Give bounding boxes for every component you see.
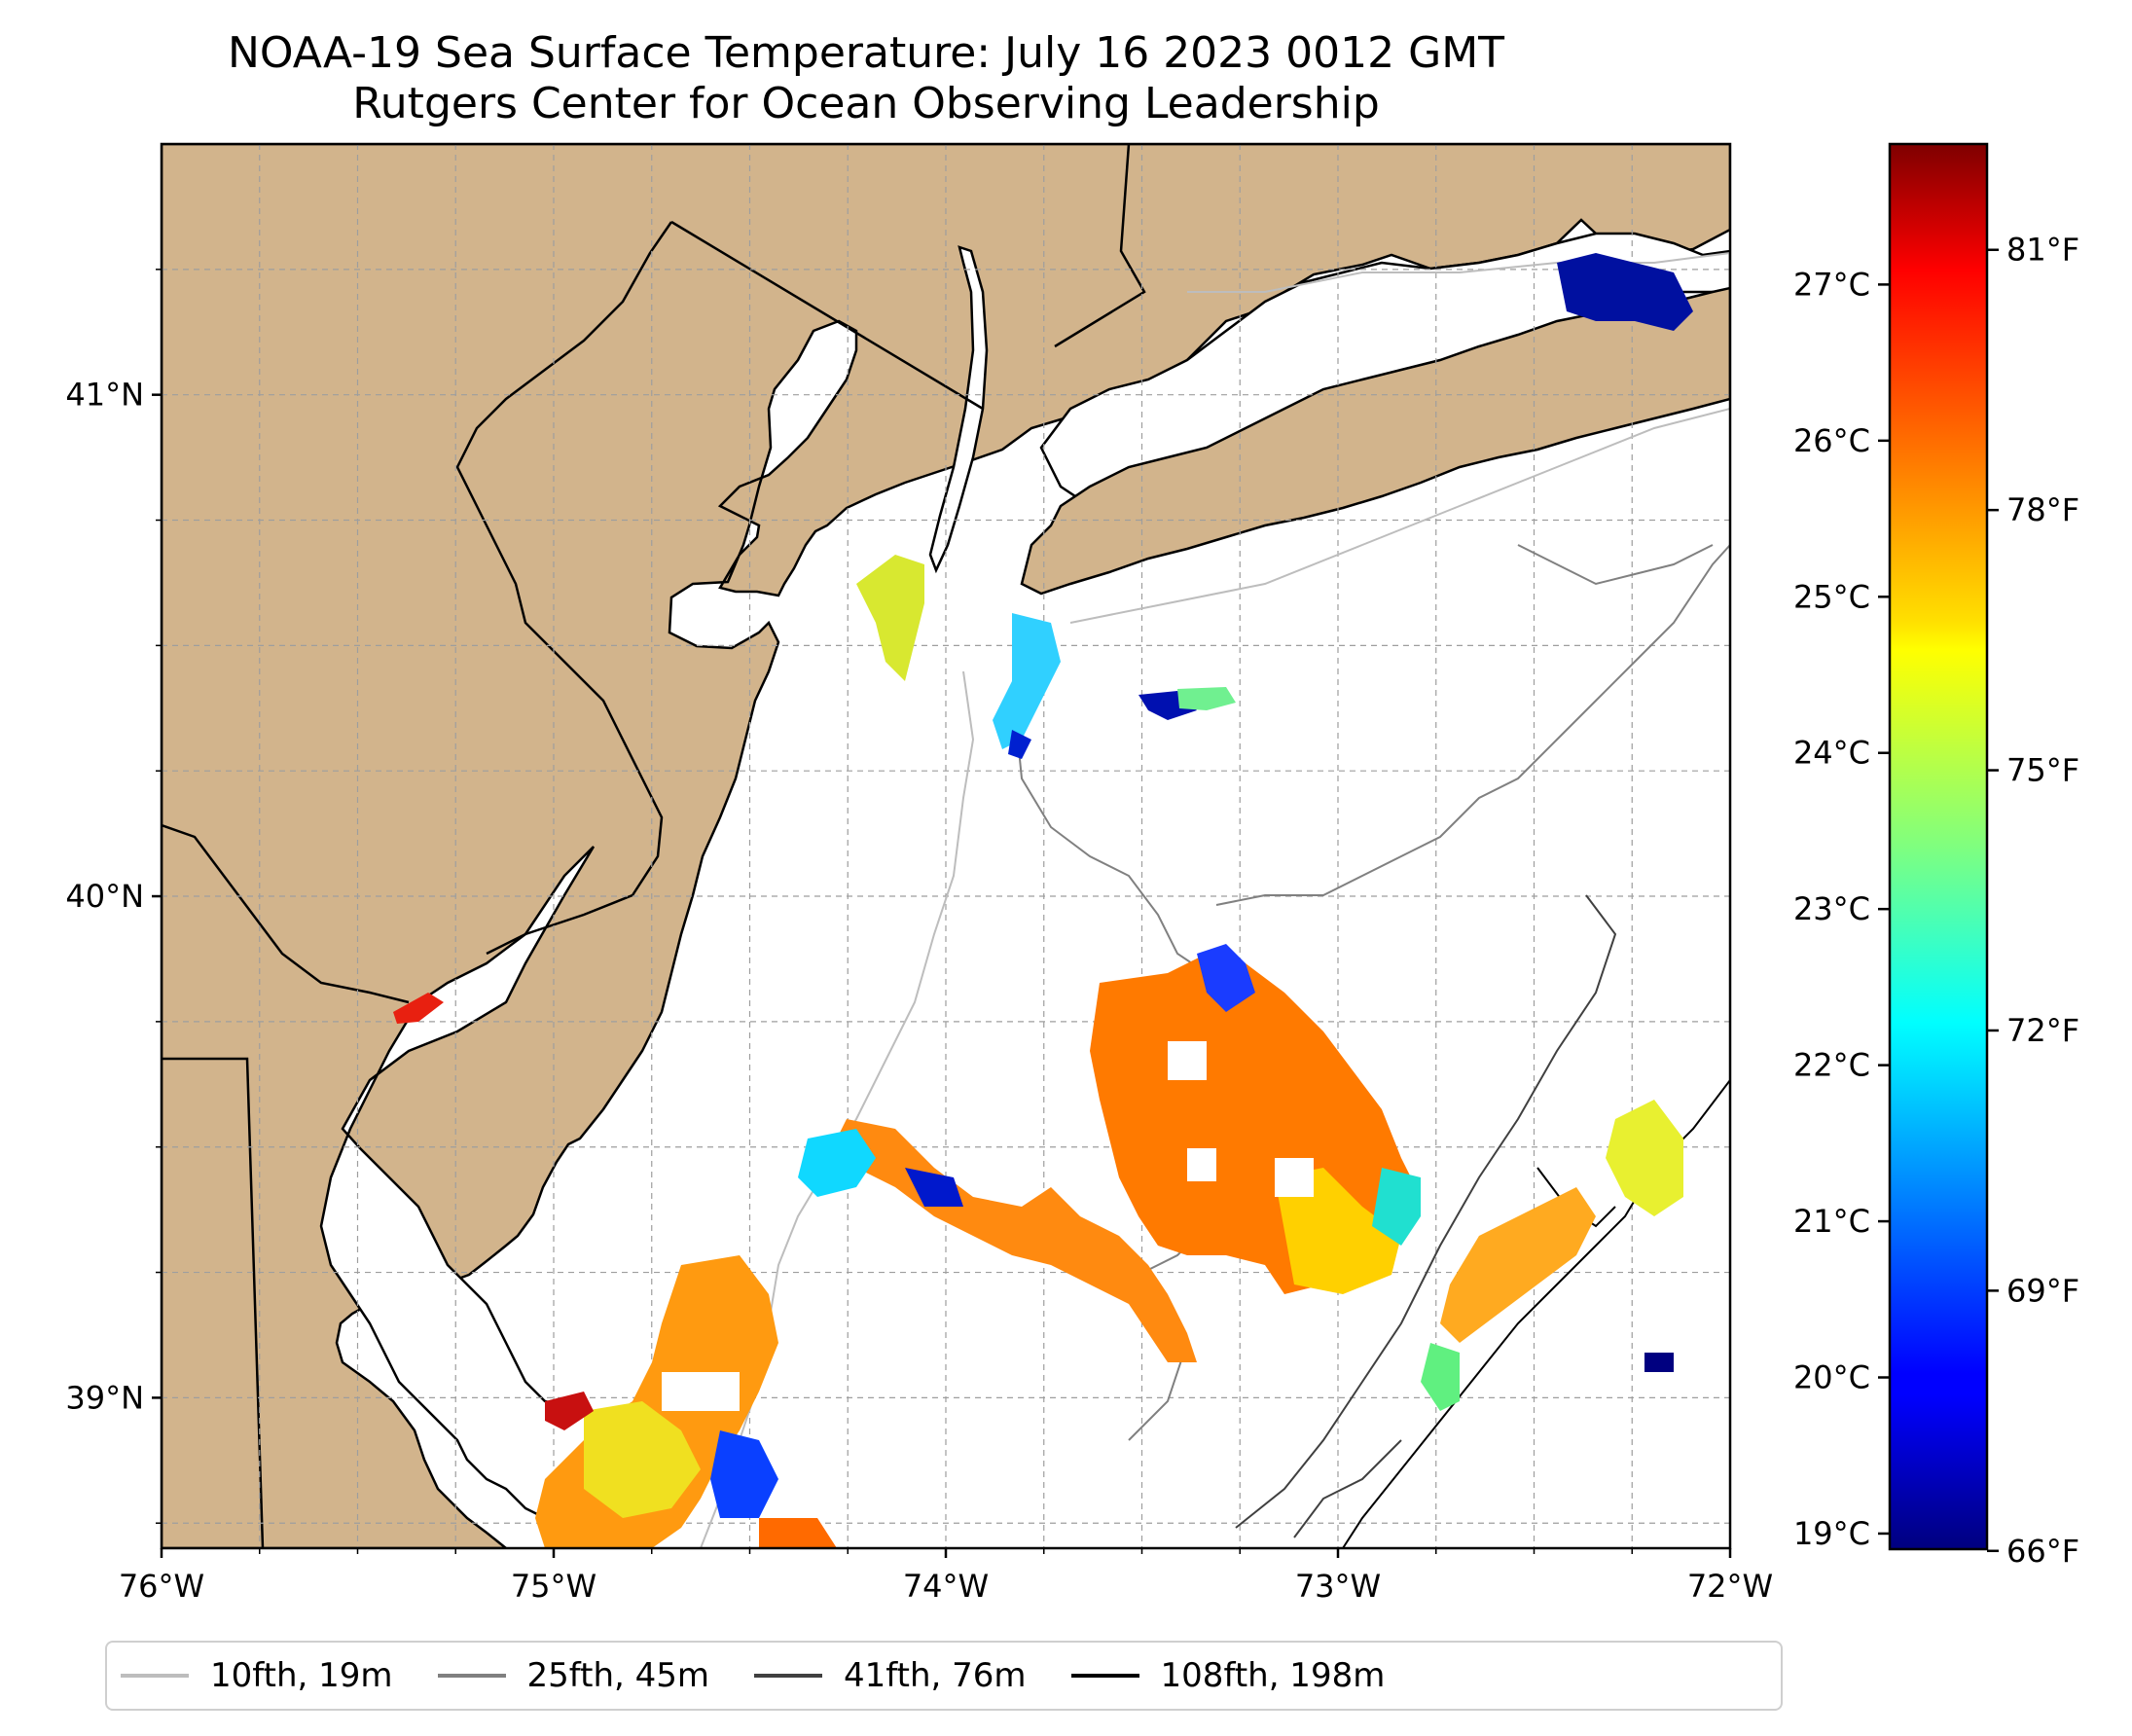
long-island [1020,286,1730,596]
colorbar-celsius-ticks: 27°C 26°C 25°C 24°C 23°C 22°C 21°C 20°C 19°C [1793,266,1890,1552]
legend-label: 25fth, 45m [526,1656,710,1695]
legend-label: 108fth, 198m [1160,1656,1386,1695]
sst-patch-mid-green [1177,687,1236,710]
sst-patch-offshore-blue [1197,944,1255,1012]
map-gridlines [162,144,1730,1548]
colorbar-fahrenheit-ticks: 81°F 78°F 75°F 72°F 69°F 66°F [1987,232,2079,1570]
chart-title: NOAA-19 Sea Surface Temperature: July 16… [227,28,1505,78]
colorbar: 27°C 26°C 25°C 24°C 23°C 22°C 21°C 20°C 19°C 81°… [1793,142,2079,1570]
x-tick-label: 72°W [1687,1568,1773,1605]
legend-line-41fth [754,1674,823,1678]
sst-patch-nj-coast-cyan [798,1129,876,1197]
colorbar-gradient [1888,142,1989,1551]
x-tick-label: 75°W [511,1568,596,1605]
y-tick-label: 39°N [65,1379,144,1416]
sst-patch-southern-blue [710,1430,778,1518]
contour-legend: 10fth, 19m 25fth, 45m 41fth, 76m 108fth,… [105,1641,1783,1711]
state-boundaries [162,144,1146,1548]
x-tick-label: 73°W [1295,1568,1381,1605]
x-tick-label: 74°W [903,1568,989,1605]
sst-patch-shelf-blue [905,1168,963,1207]
legend-line-25fth [437,1674,506,1678]
colorbar-celsius-label: 24°C [1793,735,1870,772]
y-axis-ticks: 41°N 40°N 39°N [65,269,162,1524]
y-tick-label: 40°N [65,878,144,915]
sst-data-layer [393,253,1693,1548]
colorbar-celsius-label: 21°C [1793,1203,1870,1240]
sst-patch-harbor [856,555,924,681]
sst-patch-bay-red [545,1392,594,1430]
sst-patch-offshore-navy [1644,1353,1674,1372]
colorbar-fahrenheit-label: 66°F [2006,1533,2079,1570]
no-data-holes [662,1041,1314,1411]
legend-entry-25fth: 25fth, 45m [437,1656,710,1695]
x-axis-ticks: 76°W 75°W 74°W 73°W 72°W [119,1548,1773,1605]
sst-patch-cyan-edge [1372,1168,1421,1246]
colorbar-celsius-label: 27°C [1793,266,1870,303]
legend-entry-41fth: 41fth, 76m [754,1656,1027,1695]
map-panel [162,144,1730,1548]
legend-line-108fth [1070,1674,1139,1678]
legend-line-10fth [121,1674,189,1678]
colorbar-celsius-label: 25°C [1793,578,1870,615]
sst-patch-se-yellow [1606,1100,1683,1216]
legend-entry-10fth: 10fth, 19m [121,1656,393,1695]
chart-subtitle: Rutgers Center for Ocean Observing Leade… [352,79,1380,128]
colorbar-celsius-label: 20°C [1793,1359,1870,1396]
sst-patch-ny-bight-blue [1008,730,1031,759]
legend-entry-108fth: 108fth, 198m [1070,1656,1386,1695]
colorbar-celsius-label: 26°C [1793,422,1870,459]
legend-label: 41fth, 76m [844,1656,1027,1695]
colorbar-fahrenheit-label: 81°F [2006,232,2079,269]
sst-patch-li-sound-east [1557,253,1693,331]
colorbar-celsius-label: 23°C [1793,890,1870,927]
sst-patch-ny-bight-cyan [993,613,1061,749]
sst-patch-southern-yellow [584,1401,701,1518]
colorbar-fahrenheit-label: 69°F [2006,1272,2079,1309]
sst-patch-se-warm [1440,1187,1596,1343]
sst-patch-bay-mouth [759,1518,837,1548]
contour-76m [1235,894,1617,1538]
sst-patch-se-green [1421,1343,1460,1411]
colorbar-celsius-label: 19°C [1793,1515,1870,1552]
colorbar-fahrenheit-label: 72°F [2006,1012,2079,1049]
x-tick-label: 76°W [119,1568,204,1605]
legend-label: 10fth, 19m [210,1656,393,1695]
y-tick-label: 41°N [65,377,144,414]
colorbar-fahrenheit-label: 75°F [2006,752,2079,789]
colorbar-celsius-label: 22°C [1793,1047,1870,1084]
sst-patch-offshore-yellow [1275,1168,1401,1294]
hudson-river [928,245,989,574]
colorbar-fahrenheit-label: 78°F [2006,491,2079,528]
sst-patch-delaware-river [393,993,444,1024]
